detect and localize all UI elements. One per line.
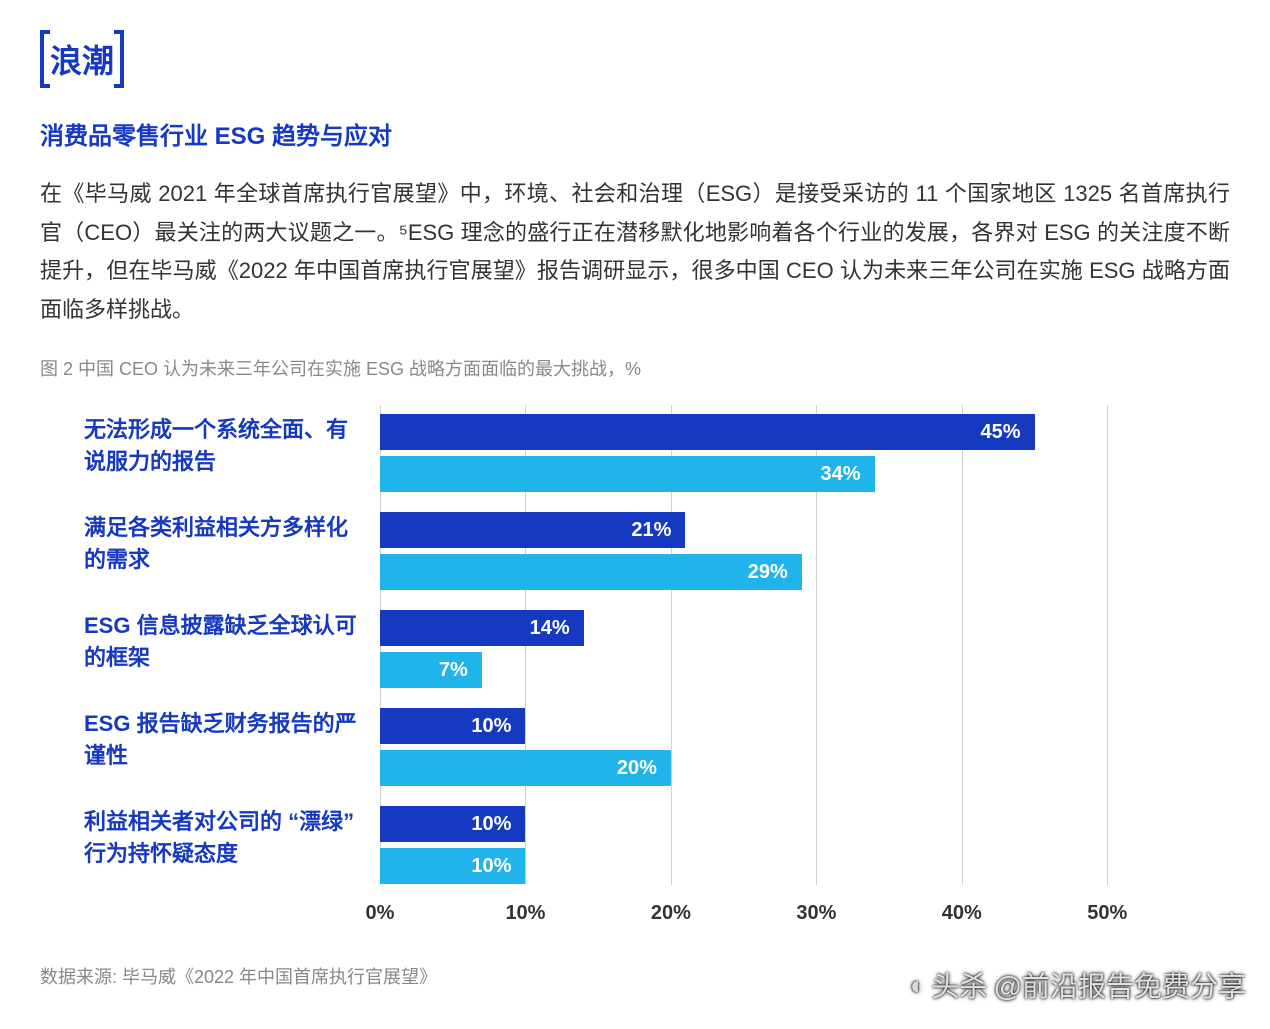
chart-bar-value: 14% (530, 617, 584, 640)
chart-row-group: 满足各类利益相关方多样化的需求21%29% (380, 512, 1180, 590)
figure-caption: 图 2 中国 CEO 认为未来三年公司在实施 ESG 战略方面面临的最大挑战，% (40, 355, 1230, 381)
chart-bar-series-b: 7% (380, 652, 482, 688)
chart-bar-value: 10% (471, 813, 525, 836)
body-paragraph: 在《毕马威 2021 年全球首席执行官展望》中，环境、社会和治理（ESG）是接受… (40, 175, 1230, 329)
chart-row-group: ESG 信息披露缺乏全球认可的框架14%7% (380, 610, 1180, 688)
chart-x-tick: 50% (1087, 902, 1127, 925)
chart-row-label: ESG 报告缺乏财务报告的严谨性 (84, 708, 364, 772)
chart-bar-series-b: 10% (380, 848, 525, 884)
chart-bar-series-a: 21% (380, 512, 685, 548)
chart-x-tick: 0% (366, 902, 395, 925)
chart-bar-value: 7% (439, 659, 482, 682)
chart-bar-value: 29% (748, 561, 802, 584)
chart-bar-value: 10% (471, 855, 525, 878)
chart-row-label: 满足各类利益相关方多样化的需求 (84, 512, 364, 576)
header-tag: 浪潮 (40, 30, 124, 88)
chart-bar-value: 20% (617, 757, 671, 780)
chart-row-label: ESG 信息披露缺乏全球认可的框架 (84, 610, 364, 674)
chart-bar-value: 21% (631, 519, 685, 542)
chart-row-group: 无法形成一个系统全面、有说服力的报告45%34% (380, 414, 1180, 492)
chart-bar-series-b: 20% (380, 750, 671, 786)
chart-bar-series-b: 34% (380, 456, 875, 492)
chart-row-group: 利益相关者对公司的 “漂绿” 行为持怀疑态度10%10% (380, 806, 1180, 884)
chart-row-label: 无法形成一个系统全面、有说服力的报告 (84, 414, 364, 478)
chart-x-tick: 10% (505, 902, 545, 925)
section-title: 消费品零售行业 ESG 趋势与应对 (40, 116, 1230, 151)
bracket-left-icon (40, 30, 50, 88)
chart-bar-series-a: 10% (380, 708, 525, 744)
header-tag-text: 浪潮 (50, 43, 114, 79)
chart-bar-series-b: 29% (380, 554, 802, 590)
chart-bar-value: 10% (471, 715, 525, 738)
bar-chart: 0% 10% 20% 30% 40% 50% 无法形成一个系统全面、有说服力的报告 45% 34… (40, 405, 1230, 925)
chart-bar-series-a: 10% (380, 806, 525, 842)
source-text: 数据来源: 毕马威《2022 年中国首席执行官展望》 (40, 963, 1230, 989)
chart-bar-series-a: 14% (380, 610, 584, 646)
chart-x-tick: 20% (651, 902, 691, 925)
chart-x-tick: 30% (796, 902, 836, 925)
chart-bar-value: 34% (821, 463, 875, 486)
chart-row-group: ESG 报告缺乏财务报告的严谨性10%20% (380, 708, 1180, 786)
chart-row-label: 利益相关者对公司的 “漂绿” 行为持怀疑态度 (84, 806, 364, 870)
bracket-right-icon (114, 30, 124, 88)
chart-x-tick: 40% (942, 902, 982, 925)
chart-bar-series-a: 45% (380, 414, 1035, 450)
chart-plot-area: 0%10%20%30%40%50%无法形成一个系统全面、有说服力的报告45%34… (380, 405, 1180, 925)
chart-bar-value: 45% (981, 421, 1035, 444)
